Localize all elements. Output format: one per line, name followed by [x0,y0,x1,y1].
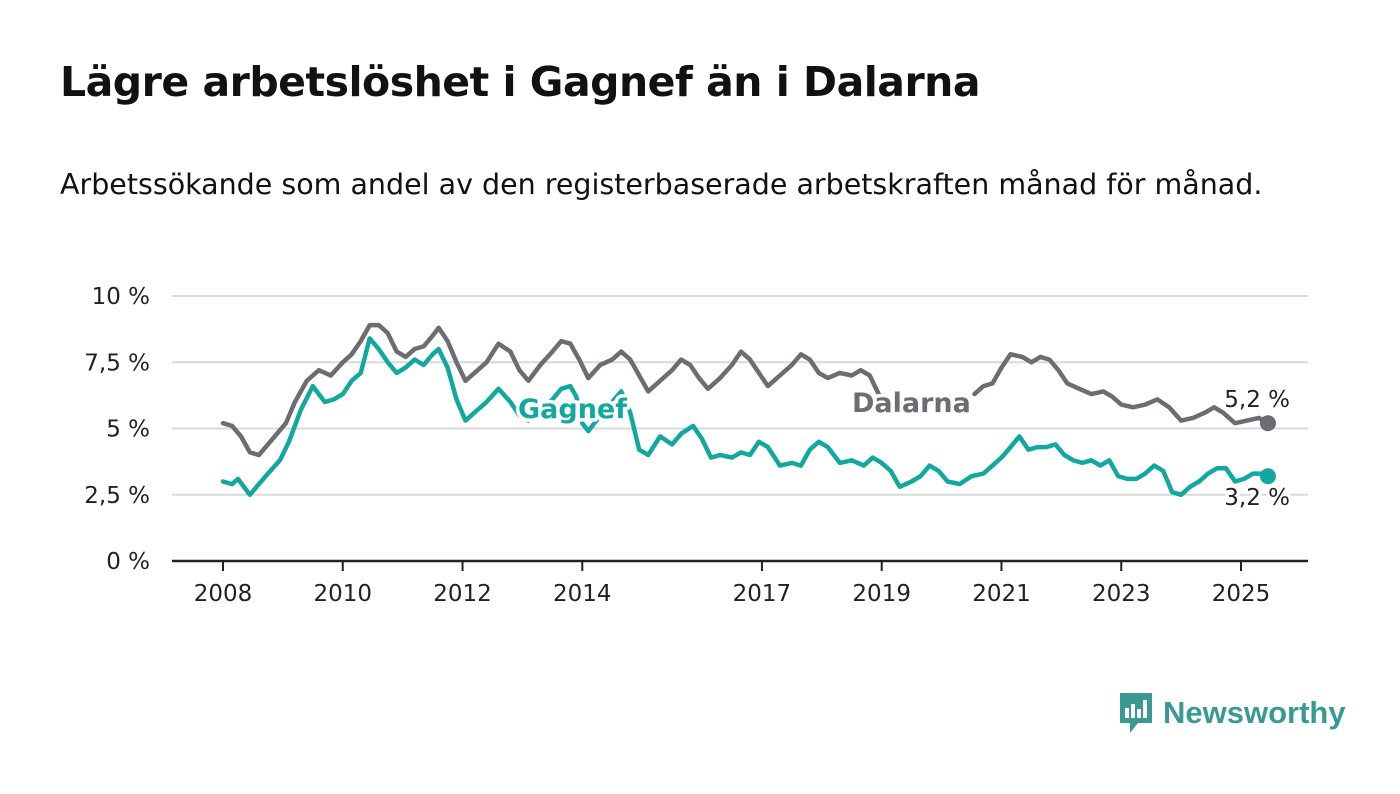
series-lines [220,322,1271,498]
x-tick-label: 2021 [972,581,1031,607]
y-axis-ticks: 0 % 2,5 % 5 % 7,5 % 10 % [84,284,150,575]
gridlines [172,295,1308,496]
x-axis: 2008 2010 2012 2014 2017 2019 2021 2023 2025 [172,559,1308,607]
brand-name: Newsworthy [1163,695,1346,730]
x-tick-label: 2012 [433,581,492,607]
chart-subtitle: Arbetssökande som andel av den registerb… [60,168,1263,201]
end-value-dalarna: 5,2 % [1224,387,1290,413]
series-label-gagnef: Gagnef [518,394,627,425]
x-tick-label: 2019 [852,581,911,607]
x-tick-label: 2010 [313,581,372,607]
end-point-dalarna [1259,415,1276,432]
end-value-gagnef: 3,2 % [1224,485,1290,511]
series-line-gagnef [220,336,1271,498]
newsworthy-logo: Newsworthy [1118,690,1346,736]
series-line-dalarna [972,352,1271,426]
chart-title: Lägre arbetslöshet i Gagnef än i Dalarna [60,58,981,106]
y-tick-label: 5 % [106,417,150,443]
series-label-dalarna: Dalarna [852,388,971,419]
bar-chart-speech-bubble-icon [1120,693,1152,733]
y-tick-label: 2,5 % [84,483,150,509]
x-tick-label: 2014 [553,581,612,607]
x-tick-label: 2008 [194,581,253,607]
series-line-dalarna [220,322,881,458]
y-tick-label: 7,5 % [84,350,150,376]
x-tick-label: 2025 [1212,581,1271,607]
y-tick-label: 0 % [106,549,150,575]
line-chart: 0 % 2,5 % 5 % 7,5 % 10 % 2008 2010 2012 2014 201… [84,284,1308,607]
x-tick-label: 2017 [733,581,792,607]
y-tick-label: 10 % [92,284,150,310]
series-labels: Dalarna Gagnef 5,2 % 3,2 % [515,384,1294,515]
x-tick-label: 2023 [1092,581,1151,607]
end-point-gagnef [1259,468,1276,485]
